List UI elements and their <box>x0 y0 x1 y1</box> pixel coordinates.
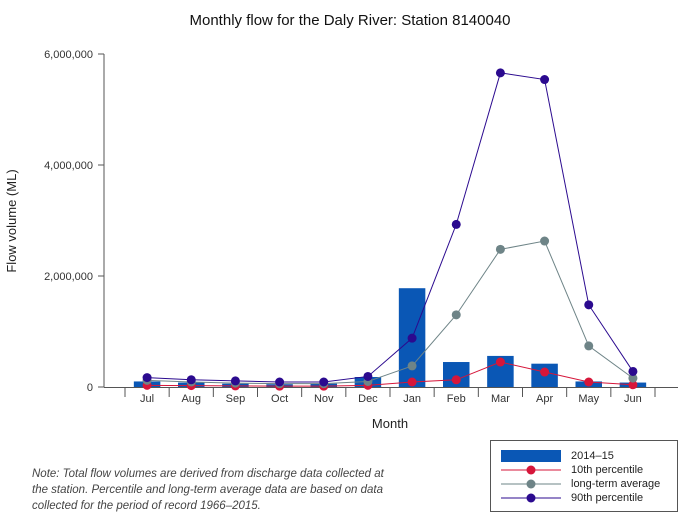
legend: 2014–15 10th percentile long-term averag… <box>490 440 678 512</box>
legend-label: 2014–15 <box>571 450 614 462</box>
data-point <box>540 367 550 377</box>
x-tick-label: May <box>578 393 599 405</box>
data-point <box>407 361 417 371</box>
data-point <box>495 357 505 367</box>
legend-label: long-term average <box>571 478 661 490</box>
footnote: Note: Total flow volumes are derived fro… <box>32 468 384 512</box>
x-tick-label: Jan <box>403 393 421 405</box>
lines <box>142 68 638 391</box>
x-axis-label: Month <box>372 416 408 431</box>
data-point <box>628 373 638 383</box>
data-point <box>628 380 638 390</box>
data-point <box>628 366 638 376</box>
data-point <box>407 333 417 343</box>
x-tick-label: Oct <box>271 393 288 405</box>
legend-item-90th-percentile: 90th percentile <box>491 491 677 505</box>
y-tick-label: 0 <box>87 382 93 394</box>
legend-line-marker <box>501 479 561 489</box>
legend-item-10th-percentile: 10th percentile <box>491 463 677 477</box>
x-tick-label: Feb <box>447 393 466 405</box>
y-axis-label: Flow volume (ML) <box>4 169 19 272</box>
x-tick-label: Aug <box>181 393 201 405</box>
data-point <box>495 244 505 254</box>
bars <box>133 288 647 387</box>
legend-label: 10th percentile <box>571 464 644 476</box>
legend-line-marker <box>501 493 561 503</box>
axes: 0 2,000,000 4,000,000 6,000,000 Jul Aug Sep Oct… <box>44 49 678 405</box>
data-point <box>495 68 505 78</box>
data-point <box>584 377 594 387</box>
legend-item-2014-15: 2014–15 <box>491 449 677 463</box>
chart-title: Monthly flow for the Daly River: Station… <box>189 12 511 29</box>
data-point <box>584 300 594 310</box>
data-point <box>319 377 329 387</box>
legend-line-marker <box>501 465 561 475</box>
data-point <box>540 236 550 246</box>
series-line <box>147 361 633 387</box>
x-tick-label: Apr <box>536 393 553 405</box>
x-tick-label: Nov <box>314 393 334 405</box>
legend-label: 90th percentile <box>571 492 644 504</box>
y-tick-label: 2,000,000 <box>44 271 93 283</box>
data-point <box>275 377 285 387</box>
y-tick-label: 6,000,000 <box>44 49 93 61</box>
x-tick-label: Mar <box>491 393 510 405</box>
x-tick-label: Jul <box>140 393 154 405</box>
data-point <box>540 75 550 85</box>
data-point <box>451 310 461 320</box>
data-point <box>407 377 417 387</box>
series-line <box>147 240 634 385</box>
data-point <box>363 371 373 381</box>
x-tick-label: Jun <box>624 393 642 405</box>
legend-bar-swatch <box>501 450 561 462</box>
data-point <box>230 376 240 386</box>
data-point <box>584 341 594 351</box>
data-point <box>451 375 461 385</box>
data-point <box>186 375 196 385</box>
y-tick-label: 4,000,000 <box>44 160 93 172</box>
x-tick-label: Dec <box>358 393 378 405</box>
data-point <box>451 219 461 229</box>
legend-item-long-term-average: long-term average <box>491 477 677 491</box>
x-tick-label: Sep <box>226 393 246 405</box>
series-line <box>147 72 634 383</box>
data-point <box>142 373 152 383</box>
